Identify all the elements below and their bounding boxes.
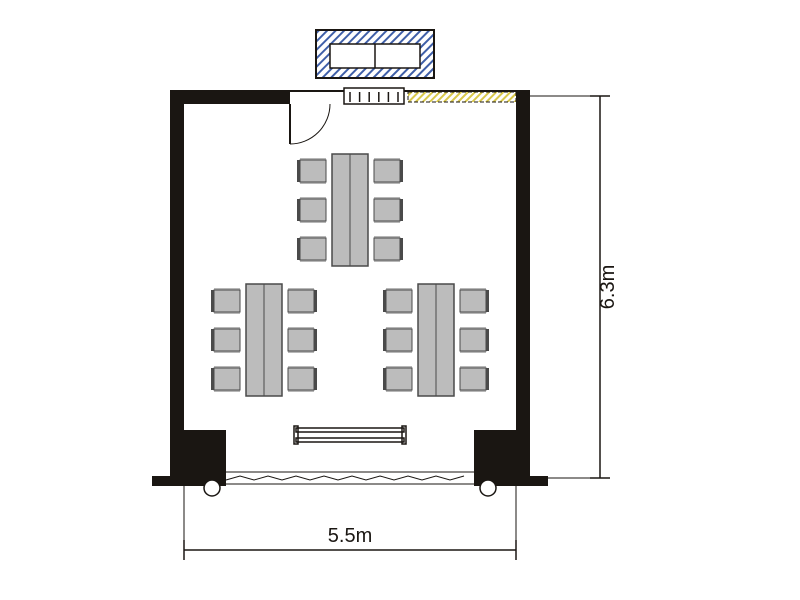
chair: [383, 288, 412, 314]
downlight: [204, 480, 220, 496]
chair: [211, 288, 240, 314]
chair: [383, 366, 412, 392]
chair: [297, 197, 326, 223]
table-group: [211, 284, 317, 396]
chair: [460, 366, 489, 392]
chair: [297, 236, 326, 262]
chair: [297, 158, 326, 184]
chair: [211, 366, 240, 392]
wall-right: [516, 90, 530, 430]
bottom-opening: [226, 472, 474, 484]
door-arc: [290, 104, 330, 144]
chair: [460, 288, 489, 314]
chair: [374, 158, 403, 184]
counter: [408, 92, 516, 102]
column-bottom-right: [474, 430, 530, 486]
chair: [288, 288, 317, 314]
dimension-width-label: 5.5m: [328, 525, 372, 547]
wall-top-left: [170, 90, 290, 104]
dimension-height: 6.3m: [530, 96, 619, 478]
column-bottom-left: [170, 430, 226, 486]
chair: [288, 366, 317, 392]
dimension-width: 5.5m: [184, 486, 516, 560]
chair: [383, 327, 412, 353]
chair: [211, 327, 240, 353]
downlight: [480, 480, 496, 496]
table-group: [297, 154, 403, 266]
wall-left: [170, 90, 184, 430]
dimension-height-label: 6.3m: [597, 265, 619, 309]
chair: [374, 236, 403, 262]
chair: [288, 327, 317, 353]
window-strip: [344, 88, 404, 104]
bench: [294, 426, 406, 444]
chair: [374, 197, 403, 223]
table-group: [383, 284, 489, 396]
chair: [460, 327, 489, 353]
